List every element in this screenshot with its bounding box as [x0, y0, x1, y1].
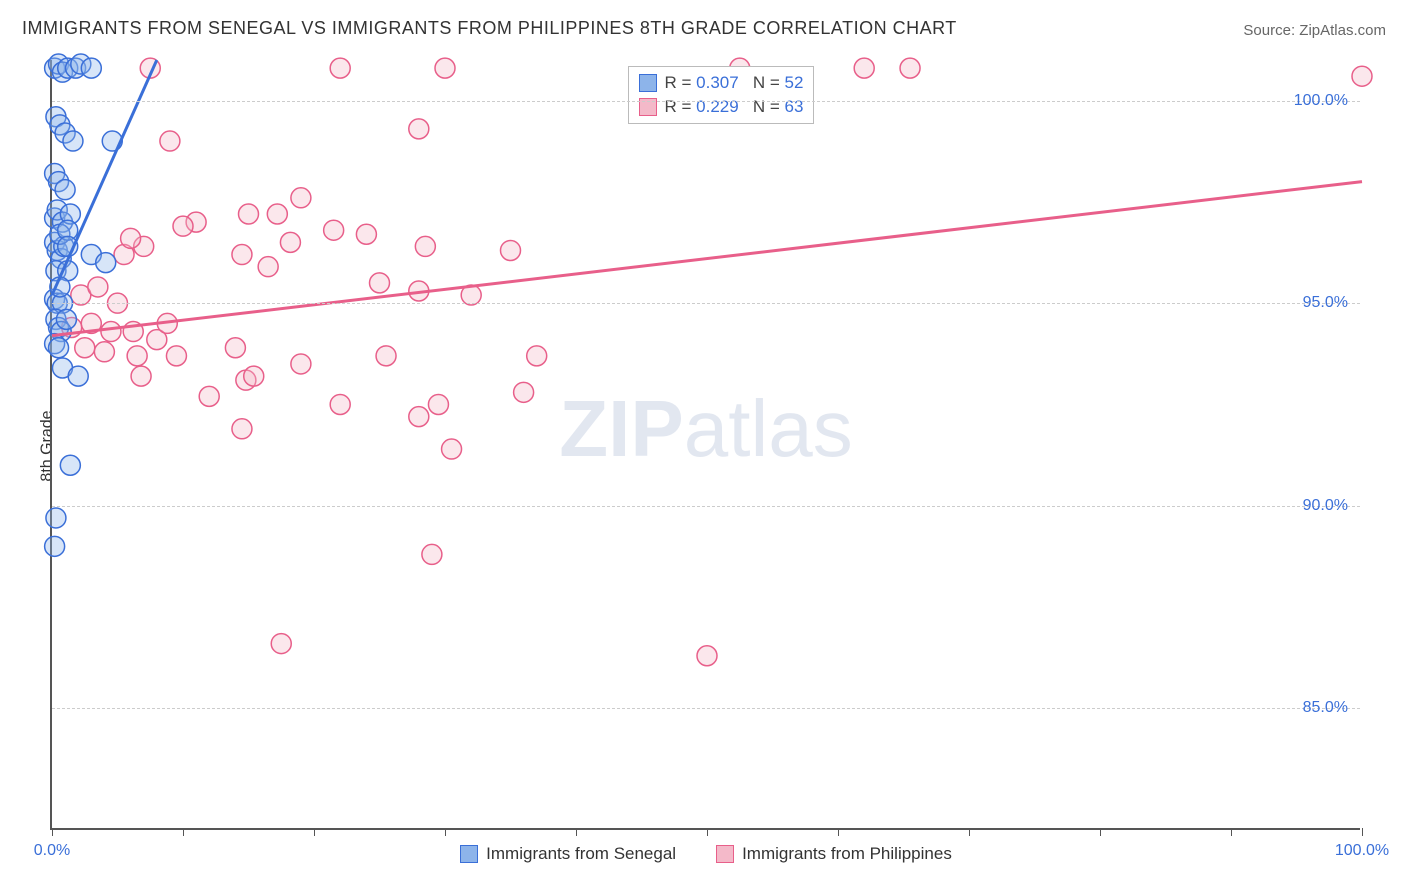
data-point: [96, 253, 116, 273]
data-point: [415, 236, 435, 256]
correlation-legend-box: R = 0.307 N = 52R = 0.229 N = 63: [628, 66, 815, 124]
data-point: [376, 346, 396, 366]
x-tick: [183, 828, 184, 836]
x-tick: [445, 828, 446, 836]
data-point: [422, 544, 442, 564]
data-point: [514, 382, 534, 402]
y-tick-label: 95.0%: [1303, 294, 1348, 312]
data-point: [131, 366, 151, 386]
gridline: [52, 101, 1360, 102]
series-legend: Immigrants from Senegal Immigrants from P…: [52, 844, 1360, 864]
series-legend-item: Immigrants from Philippines: [716, 844, 952, 864]
data-point: [232, 245, 252, 265]
data-point: [854, 58, 874, 78]
legend-row: R = 0.307 N = 52: [639, 71, 804, 95]
chart-title: IMMIGRANTS FROM SENEGAL VS IMMIGRANTS FR…: [22, 18, 957, 39]
gridline: [52, 303, 1360, 304]
series-name: Immigrants from Senegal: [486, 844, 676, 864]
data-point: [409, 119, 429, 139]
y-tick-label: 100.0%: [1294, 92, 1348, 110]
data-point: [45, 536, 65, 556]
data-point: [166, 346, 186, 366]
data-point: [60, 455, 80, 475]
y-tick-label: 85.0%: [1303, 699, 1348, 717]
data-point: [239, 204, 259, 224]
x-tick-label: 100.0%: [1335, 842, 1389, 860]
x-tick: [1231, 828, 1232, 836]
data-point: [46, 508, 66, 528]
data-point: [56, 309, 76, 329]
data-point: [291, 188, 311, 208]
data-point: [527, 346, 547, 366]
legend-text: R = 0.307 N = 52: [665, 73, 804, 93]
data-point: [435, 58, 455, 78]
data-point: [900, 58, 920, 78]
data-point: [94, 342, 114, 362]
data-point: [330, 394, 350, 414]
x-tick: [707, 828, 708, 836]
data-point: [1352, 66, 1372, 86]
data-point: [244, 366, 264, 386]
data-point: [81, 58, 101, 78]
x-tick: [52, 828, 53, 836]
data-point: [697, 646, 717, 666]
x-tick: [314, 828, 315, 836]
data-point: [428, 394, 448, 414]
data-point: [121, 228, 141, 248]
source-name: ZipAtlas.com: [1299, 22, 1386, 39]
x-tick: [969, 828, 970, 836]
gridline: [52, 506, 1360, 507]
data-point: [409, 407, 429, 427]
y-tick-label: 90.0%: [1303, 497, 1348, 515]
data-point: [101, 322, 121, 342]
x-tick: [1100, 828, 1101, 836]
data-point: [199, 386, 219, 406]
x-tick-label: 0.0%: [34, 842, 70, 860]
data-point: [173, 216, 193, 236]
data-point: [291, 354, 311, 374]
data-point: [267, 204, 287, 224]
data-point: [68, 366, 88, 386]
x-tick: [1362, 828, 1363, 836]
legend-swatch: [639, 74, 657, 92]
x-tick: [838, 828, 839, 836]
legend-swatch: [716, 845, 734, 863]
data-point: [88, 277, 108, 297]
data-point: [370, 273, 390, 293]
gridline: [52, 708, 1360, 709]
legend-swatch: [460, 845, 478, 863]
source-label: Source:: [1243, 22, 1299, 39]
x-tick: [576, 828, 577, 836]
data-point: [75, 338, 95, 358]
data-point: [232, 419, 252, 439]
data-point: [271, 634, 291, 654]
plot-svg: [52, 60, 1360, 828]
data-point: [225, 338, 245, 358]
data-point: [49, 338, 69, 358]
data-point: [63, 131, 83, 151]
series-legend-item: Immigrants from Senegal: [460, 844, 676, 864]
data-point: [324, 220, 344, 240]
data-point: [501, 240, 521, 260]
data-point: [127, 346, 147, 366]
data-point: [258, 257, 278, 277]
data-point: [55, 180, 75, 200]
plot-area: ZIPatlas R = 0.307 N = 52R = 0.229 N = 6…: [50, 60, 1360, 830]
data-point: [330, 58, 350, 78]
legend-row: R = 0.229 N = 63: [639, 95, 804, 119]
data-point: [442, 439, 462, 459]
data-point: [356, 224, 376, 244]
chart-container: IMMIGRANTS FROM SENEGAL VS IMMIGRANTS FR…: [0, 0, 1406, 892]
data-point: [160, 131, 180, 151]
source-attribution: Source: ZipAtlas.com: [1243, 22, 1386, 39]
series-name: Immigrants from Philippines: [742, 844, 952, 864]
data-point: [280, 232, 300, 252]
